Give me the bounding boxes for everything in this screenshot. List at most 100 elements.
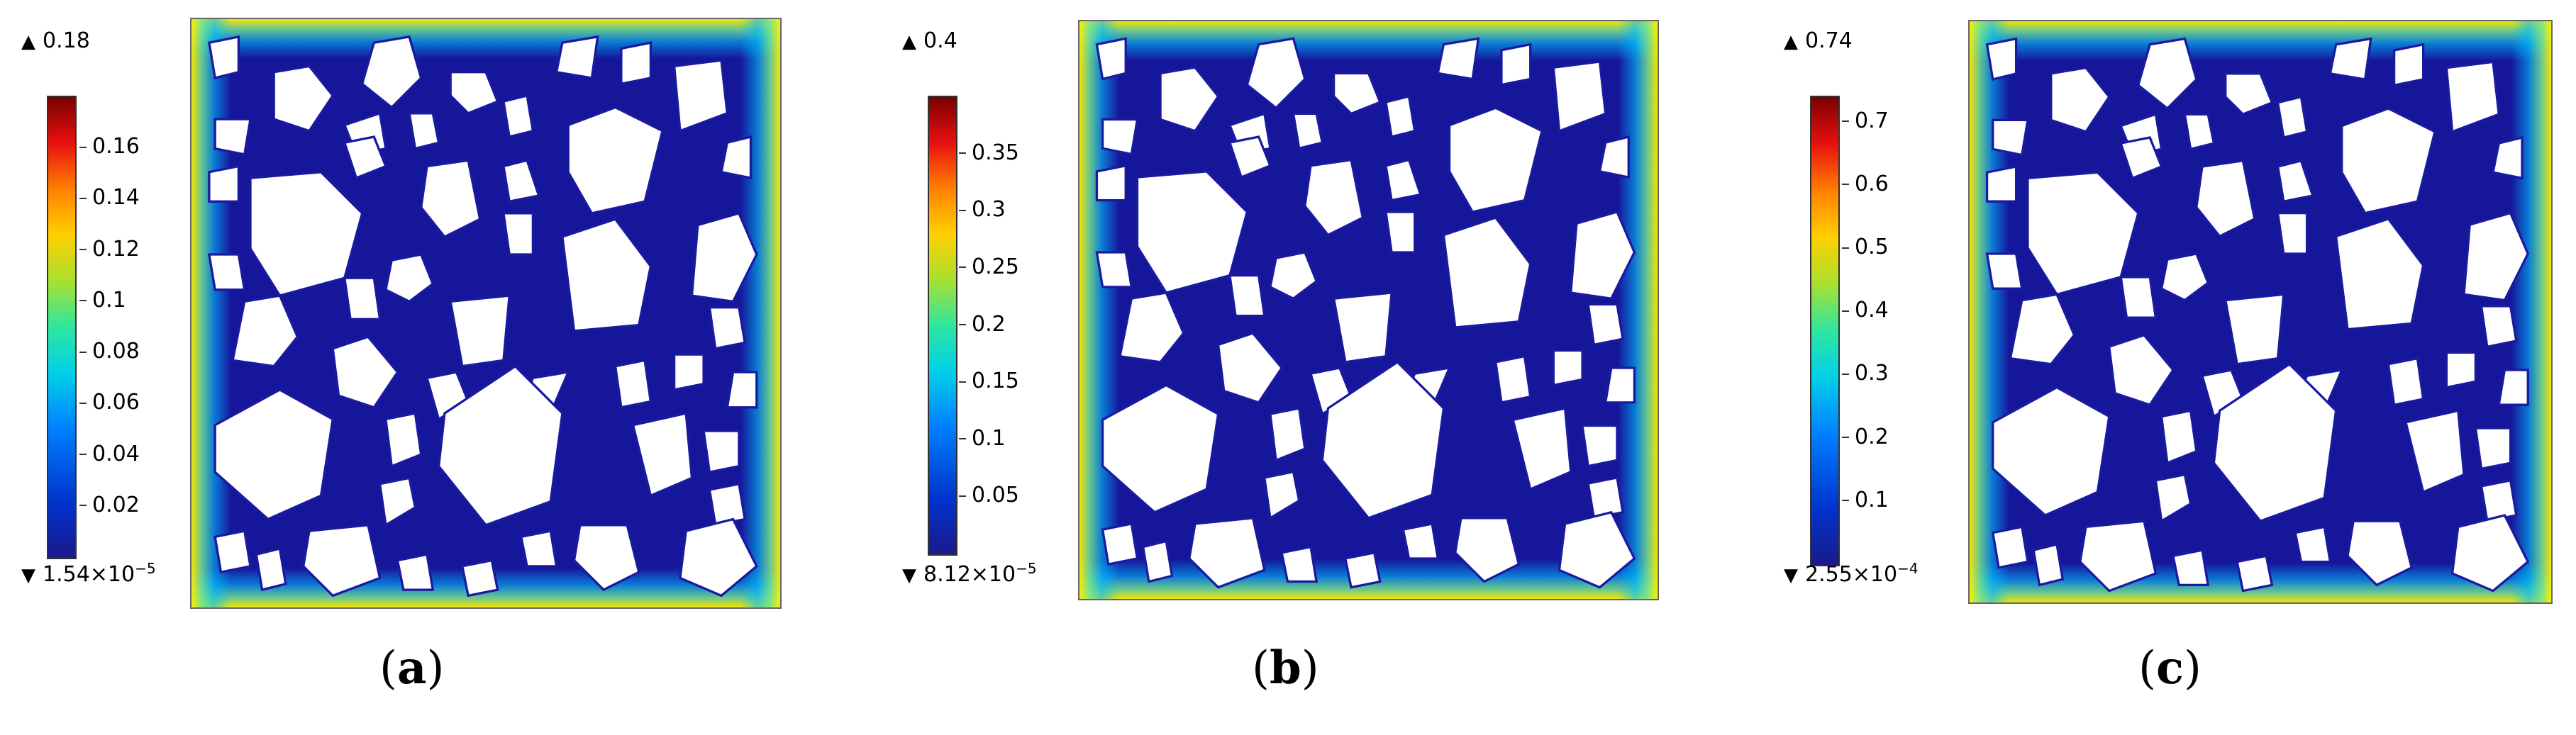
- inclusion-particle: [1095, 164, 1127, 202]
- inclusion-particle: [2032, 542, 2065, 587]
- inclusion-particle: [343, 276, 382, 320]
- min-triangle-icon: ▼: [1784, 565, 1798, 586]
- colorbar-tick-label: 0.08: [79, 339, 140, 364]
- stress-field-plot: [190, 18, 782, 609]
- inclusion-particle: [2236, 554, 2274, 593]
- colorbar-tick-label: 0.2: [1842, 424, 1889, 449]
- inclusion-particle: [1101, 522, 1139, 566]
- colorbar-tick-label: 0.1: [959, 425, 1006, 451]
- inclusion-particle: [2119, 276, 2158, 319]
- inclusion-particle: [1304, 158, 1365, 237]
- stress-field-plot: [1968, 20, 2553, 604]
- inclusion-particle: [1598, 135, 1630, 179]
- inclusion-particle: [1384, 211, 1416, 254]
- inclusion-particle: [501, 212, 535, 256]
- inclusion-particle: [2079, 520, 2158, 593]
- inclusion-particle: [384, 412, 423, 469]
- inclusion-particle: [1321, 360, 1445, 520]
- inclusion-particle: [378, 476, 417, 527]
- inclusion-particle: [419, 159, 482, 239]
- caption: (b): [1252, 641, 1319, 695]
- inclusion-particle: [1494, 354, 1532, 404]
- min-triangle-icon: ▼: [902, 565, 916, 586]
- inclusion-particle: [631, 412, 694, 498]
- inclusion-particle: [213, 388, 335, 521]
- inclusion-particle: [2160, 409, 2198, 465]
- colorbar-min-label: ▼ 8.12×10−5: [902, 560, 1037, 587]
- inclusion-particle: [1552, 349, 1584, 387]
- inclusion-particle: [1992, 118, 2029, 157]
- inclusion-particle: [1511, 407, 1572, 491]
- inclusion-particle: [1245, 37, 1306, 110]
- colorbar-tick-label: 0.2: [959, 311, 1006, 337]
- colorbar-tick-label: 0.04: [79, 441, 140, 466]
- inclusion-particle: [2341, 107, 2436, 215]
- colorbar-tick-label: 0.4: [1842, 298, 1889, 323]
- inclusion-particle: [1552, 60, 1607, 133]
- inclusion-particle: [1228, 274, 1266, 318]
- colorbar-tick-label: 0.5: [1842, 235, 1889, 260]
- colorbar-tick-label: 0.12: [79, 236, 140, 262]
- inclusion-particle: [1448, 106, 1543, 213]
- inclusion-particle: [1454, 517, 1521, 583]
- inclusion-particle: [720, 135, 753, 180]
- inclusion-particle: [620, 41, 653, 86]
- colorbar-tick-label: 0.3: [959, 197, 1006, 223]
- colorbar-max-label: ▲ 0.18: [21, 28, 90, 53]
- inclusion-particle: [708, 306, 747, 350]
- colorbar-tick-label: 0.7: [1842, 108, 1889, 133]
- inclusion-particle: [384, 253, 435, 303]
- inclusion-particle: [2276, 211, 2309, 255]
- inclusion-particle: [2108, 333, 2175, 407]
- inclusion-particle: [213, 118, 252, 156]
- inclusion-particle: [2224, 293, 2285, 366]
- stress-field-plot: [1078, 20, 1659, 600]
- inclusion-particle: [690, 211, 758, 303]
- inclusion-particle: [502, 159, 540, 203]
- inclusion-particle: [460, 559, 499, 597]
- inclusion-particle: [561, 218, 653, 332]
- colorbar-tick-label: 0.02: [79, 492, 140, 517]
- inclusion-particle: [272, 64, 335, 133]
- inclusion-particle: [2480, 305, 2518, 349]
- inclusion-particle: [2463, 211, 2530, 302]
- inclusion-particle: [567, 106, 664, 215]
- inclusion-particle: [1101, 118, 1139, 156]
- inclusion-particle: [2183, 113, 2216, 151]
- inclusion-particle: [1569, 210, 1636, 300]
- inclusion-particle: [2154, 473, 2192, 523]
- inclusion-particle: [360, 35, 423, 109]
- inclusion-particle: [255, 546, 287, 592]
- colorbar-tick-label: 0.15: [959, 369, 1019, 394]
- colorbar-max-label: ▲ 0.74: [1784, 28, 1853, 53]
- inclusion-particle: [1269, 407, 1306, 462]
- panel-a: ▲ 0.18 ▼ 1.54×10−5 (a) 0.16 0.14 0.12 0.1 0.08…: [0, 0, 858, 735]
- max-triangle-icon: ▲: [21, 31, 35, 52]
- panel-b: ▲ 0.4 ▼ 8.12×10−5 (b) 0.35 0.3 0.25 0.2 0.15 0.…: [887, 0, 1745, 735]
- inclusion-particle: [519, 529, 558, 568]
- inclusion-particle: [1581, 424, 1619, 468]
- inclusion-particle: [331, 335, 399, 409]
- inclusion-particle: [1280, 545, 1318, 583]
- min-triangle-icon: ▼: [21, 565, 35, 586]
- inclusion-particle: [2346, 520, 2414, 587]
- inclusion-particle: [2328, 37, 2372, 81]
- inclusion-particle: [396, 553, 435, 591]
- inclusion-particle: [1401, 522, 1440, 560]
- inclusion-particle: [1262, 470, 1301, 520]
- inclusion-particle: [2492, 135, 2524, 180]
- inclusion-particle: [672, 353, 705, 391]
- inclusion-particle: [343, 135, 388, 180]
- inclusion-particle: [1101, 383, 1220, 514]
- inclusion-particle: [213, 529, 252, 574]
- colorbar-tick-label: 0.35: [959, 140, 1019, 165]
- colorbar-tick-label: 0.06: [79, 390, 140, 415]
- inclusion-particle: [437, 364, 564, 527]
- inclusion-particle: [2392, 43, 2425, 87]
- max-triangle-icon: ▲: [1784, 31, 1798, 52]
- inclusion-particle: [614, 359, 653, 409]
- inclusion-particle: [1558, 510, 1636, 589]
- inclusion-particle: [502, 94, 535, 139]
- colorbar-tick-label: 0.1: [79, 287, 126, 313]
- inclusion-particle: [1159, 66, 1220, 133]
